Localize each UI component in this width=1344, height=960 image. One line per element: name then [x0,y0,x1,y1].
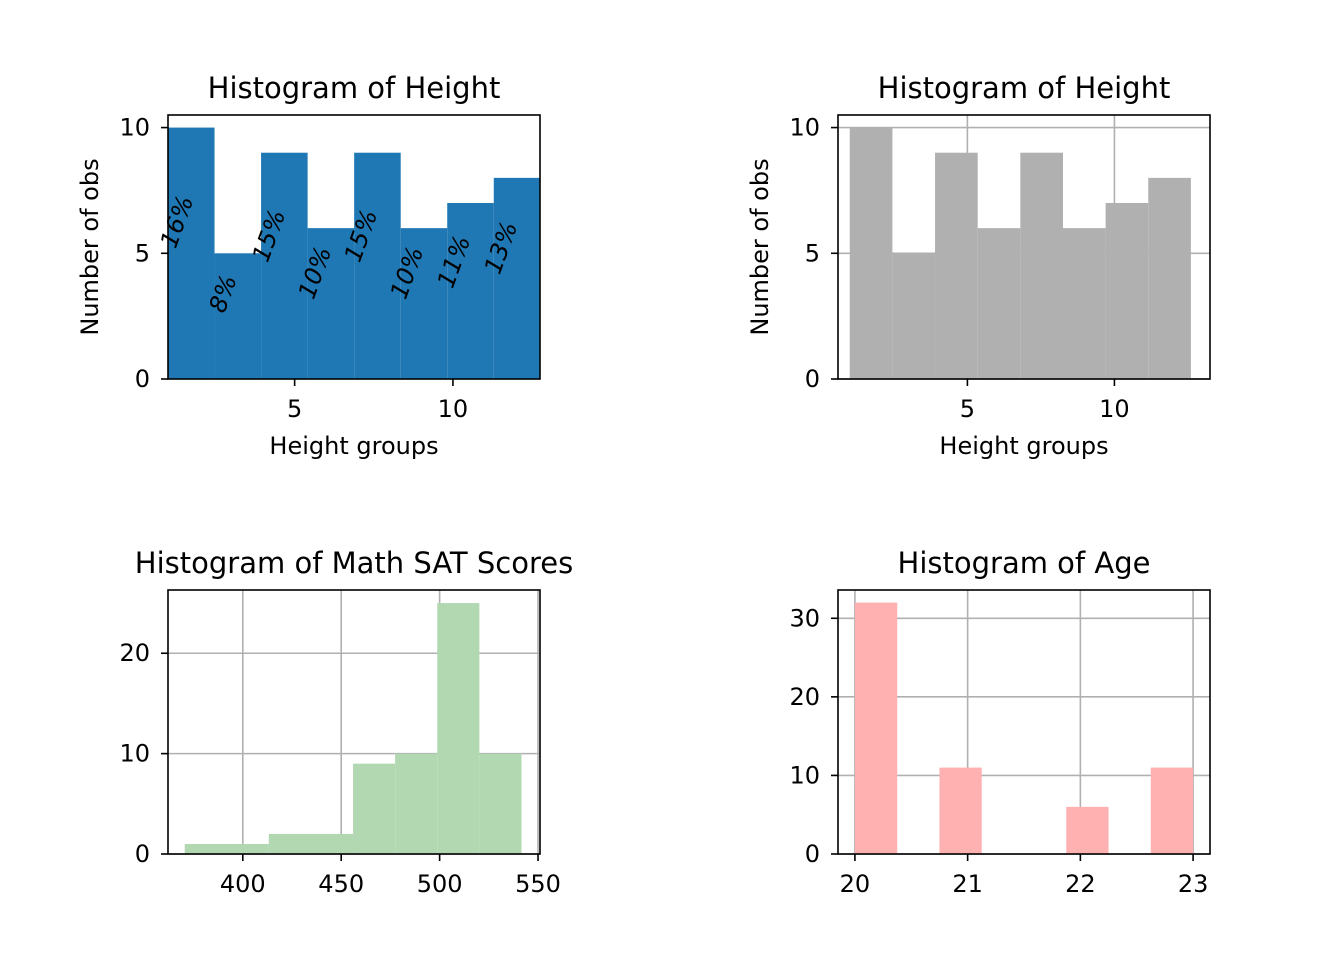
histogram-bar [1148,177,1191,379]
y-tick-label: 10 [789,114,820,142]
histogram-bar [854,602,898,854]
histogram-bar [168,127,215,379]
y-tick-label: 20 [789,683,820,711]
y-axis-label: Number of obs [76,158,104,335]
x-tick-label: 10 [1099,395,1130,423]
x-tick-label: 20 [840,870,871,898]
histogram-bar [214,253,262,379]
axes-frame [167,114,541,380]
histogram-bar [1105,203,1149,379]
histogram-bar [935,152,978,379]
histogram-bar [268,833,354,854]
histogram-bar [493,177,541,379]
histogram-bar [353,763,396,854]
subplot-3: 400 450 500 550 0 10 20 Histogram of Math SAT S… [119,546,573,898]
x-tick-label: 5 [287,395,302,423]
x-axis-label: Height groups [269,432,438,460]
chart-title: Histogram of Height [878,71,1171,105]
histogram-bar [354,152,401,379]
histogram-bar [395,753,438,854]
axes-frame [167,589,541,855]
y-tick-label: 5 [135,239,150,267]
y-tick-label: 10 [119,740,150,768]
histogram-bar [1062,228,1106,379]
x-tick-label: 23 [1178,870,1209,898]
histogram-bar [184,843,269,854]
histogram-bar [261,152,308,379]
histogram-bar [849,127,893,379]
axes-frame [837,114,1211,380]
x-axis-label: Height groups [939,432,1108,460]
subplot-2: 5 10 0 5 10 Histogram of Height Height groups N… [746,71,1211,460]
x-tick-label: 500 [417,870,463,898]
histogram-bar [447,203,494,379]
chart-title: Histogram of Age [898,546,1151,580]
y-tick-label: 0 [805,840,820,868]
y-tick-label: 0 [135,365,150,393]
histogram-bar [892,253,936,379]
y-axis-label: Number of obs [746,158,774,335]
chart-title: Histogram of Math SAT Scores [135,546,573,580]
y-tick-label: 5 [805,239,820,267]
histogram-bar [977,228,1021,379]
histogram-bar [939,767,982,854]
y-tick-label: 30 [789,604,820,632]
subplot-4: 20 21 22 23 0 10 20 30 Histogram of Age [789,546,1211,898]
histogram-bar [1150,767,1194,854]
histogram-bar [307,228,355,379]
histogram-bar [437,603,480,854]
x-tick-label: 21 [952,870,983,898]
y-tick-label: 10 [789,761,820,789]
histogram-bar [1020,152,1063,379]
axes-frame [837,589,1211,855]
y-tick-label: 20 [119,639,150,667]
x-tick-label: 22 [1065,870,1096,898]
y-tick-label: 0 [805,365,820,393]
x-tick-label: 5 [960,395,975,423]
y-tick-label: 10 [119,114,150,142]
histogram-bar [400,228,448,379]
histogram-bar [1066,806,1109,854]
x-tick-label: 450 [318,870,364,898]
y-tick-label: 0 [135,840,150,868]
x-tick-label: 10 [438,395,469,423]
subplot-1: 16%8%15%10%15%10% 11% 13%5 100510Histogram … [76,71,541,460]
x-tick-label: 400 [220,870,266,898]
chart-title: Histogram of Height [208,71,501,105]
histogram-bar [479,753,522,854]
x-tick-label: 550 [515,870,561,898]
